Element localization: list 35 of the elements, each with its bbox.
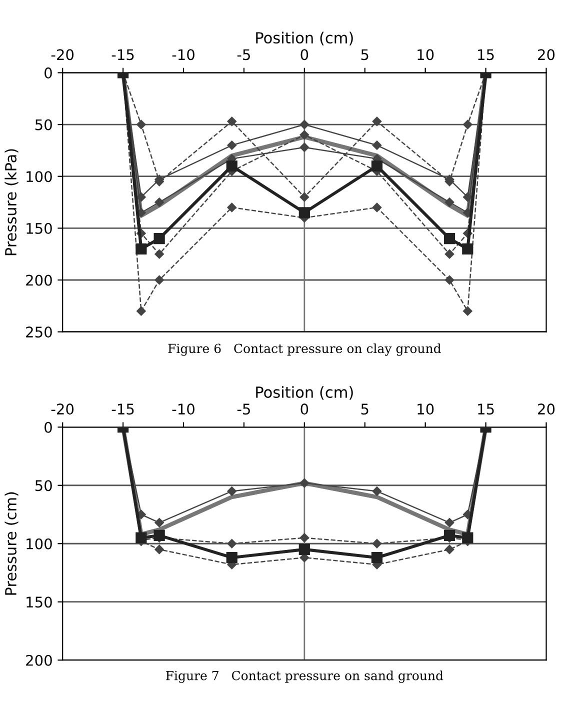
x-tick-label: 5 xyxy=(361,404,368,415)
x-tick-label: -10 xyxy=(172,404,194,415)
x-tick-label: -15 xyxy=(112,49,134,60)
x-tick-label: -20 xyxy=(51,404,74,415)
x-tick-label: 0 xyxy=(300,49,308,60)
y-tick-label: 150 xyxy=(26,596,52,608)
y-tick-label: 0 xyxy=(44,422,52,433)
x-tick-label: 0 xyxy=(300,404,308,415)
x-axis-title: Position (cm) xyxy=(256,32,353,46)
x-tick-label: 20 xyxy=(538,404,555,415)
y-axis-title: Pressure (cm) xyxy=(4,492,18,595)
x-axis-title: Position (cm) xyxy=(256,386,353,400)
x-tick-label: 15 xyxy=(478,49,494,60)
x-tick-label: 10 xyxy=(418,404,434,415)
y-tick-label: 100 xyxy=(26,171,52,182)
caption: Figure 7 Contact pressure on sand ground xyxy=(166,670,444,683)
y-tick-label: 200 xyxy=(26,654,52,666)
y-axis-title: Pressure (kPa) xyxy=(4,149,18,256)
y-tick-label: 50 xyxy=(35,480,52,492)
x-tick-label: -5 xyxy=(237,404,250,415)
x-tick-label: -5 xyxy=(237,49,250,60)
y-tick-label: 0 xyxy=(44,67,52,78)
caption: Figure 6 Contact pressure on clay ground xyxy=(168,343,441,356)
y-tick-label: 200 xyxy=(26,274,52,286)
y-tick-label: 100 xyxy=(26,538,52,550)
x-tick-label: -10 xyxy=(172,49,194,60)
y-tick-label: 150 xyxy=(26,222,52,234)
y-tick-label: 250 xyxy=(26,326,52,338)
x-tick-label: 15 xyxy=(478,404,494,415)
x-tick-label: -20 xyxy=(51,49,74,60)
x-tick-label: 20 xyxy=(538,49,555,60)
x-tick-label: 10 xyxy=(418,49,434,60)
x-tick-label: 5 xyxy=(361,49,368,60)
x-tick-label: -15 xyxy=(112,404,134,415)
y-tick-label: 50 xyxy=(35,119,52,130)
